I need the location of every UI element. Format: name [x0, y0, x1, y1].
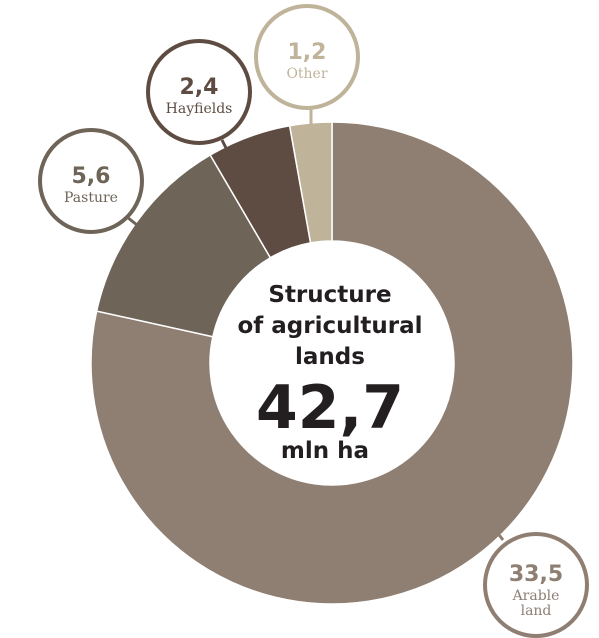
- connector-hayfields: [220, 139, 230, 153]
- chart-title-line-3: lands: [295, 344, 365, 370]
- chart-title-line-1: Structure: [268, 282, 391, 308]
- category-label-arable-land-line-1: Arable: [512, 588, 560, 604]
- center-label: Structure of agricultural lands 42,7 mln…: [237, 282, 422, 464]
- slice-label-bubbles: 33,5Arableland5,6Pasture2,4Hayfields1,2O…: [38, 4, 589, 638]
- chart-total-unit: mln ha: [281, 438, 369, 464]
- chart-title-line-2: of agricultural: [237, 313, 422, 339]
- category-label-other: Other: [286, 66, 327, 82]
- donut-slices: [90, 121, 574, 605]
- value-label-arable-land: 33,5: [509, 562, 563, 587]
- label-connectors: [126, 108, 505, 541]
- category-label-hayfields: Hayfields: [166, 101, 233, 117]
- category-label-arable-land-line-2: land: [521, 603, 552, 619]
- connector-arable-land: [491, 526, 505, 541]
- slice-other: [288, 121, 333, 244]
- bubble-circle-pasture: [38, 128, 144, 234]
- slice-arable-land: [90, 121, 574, 605]
- value-label-pasture: 5,6: [72, 164, 111, 189]
- connector-pasture: [126, 215, 138, 227]
- value-label-other: 1,2: [288, 40, 327, 65]
- bubble-circle-other: [254, 4, 360, 110]
- slice-pasture: [95, 154, 272, 338]
- bubble-circle-arable-land: [483, 532, 589, 638]
- category-label-pasture: Pasture: [64, 190, 118, 206]
- chart-total-value: 42,7: [256, 373, 404, 443]
- bubble-circle-hayfields: [146, 39, 252, 145]
- value-label-hayfields: 2,4: [180, 75, 219, 100]
